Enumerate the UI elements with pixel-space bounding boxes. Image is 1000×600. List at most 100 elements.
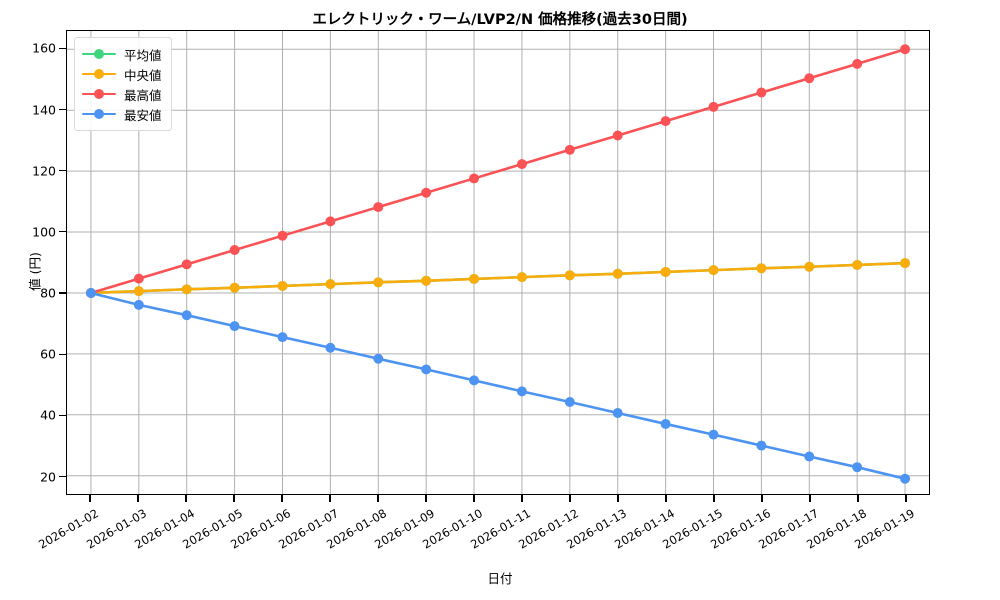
data-point[interactable] <box>325 216 336 227</box>
data-point[interactable] <box>804 451 815 462</box>
data-point[interactable] <box>85 287 96 298</box>
y-tick-label: 40 <box>40 407 56 423</box>
data-point[interactable] <box>421 187 432 198</box>
x-tick-mark <box>137 495 139 502</box>
chart-title: エレクトリック・ワーム/LVP2/N 価格推移(過去30日間) <box>312 12 688 28</box>
x-tick-mark <box>425 495 427 502</box>
data-point[interactable] <box>804 73 815 84</box>
y-tick-mark <box>59 170 66 172</box>
y-tick-label: 160 <box>32 40 56 56</box>
y-tick-label: 100 <box>32 224 56 240</box>
legend-swatch <box>82 107 116 121</box>
data-point[interactable] <box>373 277 384 288</box>
data-point[interactable] <box>612 407 623 418</box>
data-point[interactable] <box>469 273 480 284</box>
data-point[interactable] <box>612 268 623 279</box>
data-point[interactable] <box>564 270 575 281</box>
data-point[interactable] <box>469 173 480 184</box>
legend-label: 最安値 <box>124 107 162 123</box>
y-tick-mark <box>59 47 66 49</box>
x-tick-mark <box>521 495 523 502</box>
x-tick-mark <box>809 495 811 502</box>
x-tick-mark <box>185 495 187 502</box>
data-point[interactable] <box>469 375 480 386</box>
x-axis-label: 日付 <box>487 571 513 586</box>
x-tick-mark <box>569 495 571 502</box>
x-tick-mark <box>89 495 91 502</box>
data-point[interactable] <box>516 386 527 397</box>
data-point[interactable] <box>612 130 623 141</box>
x-tick-mark <box>713 495 715 502</box>
data-point[interactable] <box>133 286 144 297</box>
x-tick-mark <box>473 495 475 502</box>
y-tick-mark <box>59 476 66 478</box>
plot-area <box>66 30 930 495</box>
grid-lines <box>67 31 929 494</box>
x-tick-mark <box>617 495 619 502</box>
legend-marker-dot-icon <box>94 49 104 59</box>
y-tick-label: 20 <box>40 469 56 485</box>
data-point[interactable] <box>660 266 671 277</box>
y-tick-mark <box>59 292 66 294</box>
data-point[interactable] <box>756 87 767 98</box>
legend-item-0[interactable]: 平均値 <box>82 44 162 64</box>
legend-item-1[interactable]: 中央値 <box>82 64 162 84</box>
data-point[interactable] <box>852 259 863 270</box>
data-point[interactable] <box>373 202 384 213</box>
data-point[interactable] <box>660 116 671 127</box>
y-tick-label: 140 <box>32 102 56 118</box>
data-point[interactable] <box>229 321 240 332</box>
data-point[interactable] <box>421 275 432 286</box>
data-point[interactable] <box>852 58 863 69</box>
data-point[interactable] <box>900 258 911 269</box>
legend-marker-dot-icon <box>94 89 104 99</box>
data-point[interactable] <box>181 259 192 270</box>
data-point[interactable] <box>229 282 240 293</box>
y-tick-mark <box>59 231 66 233</box>
data-point[interactable] <box>325 279 336 290</box>
series-1 <box>85 258 911 298</box>
legend-label: 中央値 <box>124 67 162 83</box>
data-point[interactable] <box>133 273 144 284</box>
legend-item-3[interactable]: 最安値 <box>82 104 162 124</box>
data-point[interactable] <box>181 284 192 295</box>
y-tick-label: 60 <box>40 346 56 362</box>
data-point[interactable] <box>564 397 575 407</box>
y-tick-label: 80 <box>40 285 56 301</box>
series-3 <box>85 287 911 484</box>
data-point[interactable] <box>516 272 527 283</box>
data-point[interactable] <box>708 101 719 112</box>
legend-label: 最高値 <box>124 87 162 103</box>
data-point[interactable] <box>277 230 288 241</box>
x-tick-mark <box>857 495 859 502</box>
data-point[interactable] <box>900 473 911 484</box>
x-tick-mark <box>761 495 763 502</box>
data-point[interactable] <box>852 462 863 473</box>
data-point[interactable] <box>229 245 240 255</box>
x-tick-mark <box>329 495 331 502</box>
data-point[interactable] <box>900 44 911 55</box>
data-point[interactable] <box>181 310 192 321</box>
y-tick-mark <box>59 353 66 355</box>
data-point[interactable] <box>756 440 767 451</box>
data-point[interactable] <box>133 299 144 310</box>
data-point[interactable] <box>660 418 671 429</box>
legend-swatch <box>82 87 116 101</box>
data-point[interactable] <box>325 342 336 353</box>
data-point[interactable] <box>277 332 288 343</box>
data-point[interactable] <box>277 280 288 291</box>
data-point[interactable] <box>756 263 767 274</box>
series-line <box>89 47 907 295</box>
data-point[interactable] <box>804 261 815 272</box>
data-point[interactable] <box>564 144 575 155</box>
data-point[interactable] <box>373 353 384 364</box>
y-tick-label: 120 <box>32 163 56 179</box>
data-point[interactable] <box>708 265 719 276</box>
x-tick-mark <box>905 495 907 502</box>
legend-marker-dot-icon <box>94 109 104 119</box>
data-point[interactable] <box>516 159 527 170</box>
data-point[interactable] <box>421 364 432 375</box>
data-point[interactable] <box>708 429 719 440</box>
legend-item-2[interactable]: 最高値 <box>82 84 162 104</box>
